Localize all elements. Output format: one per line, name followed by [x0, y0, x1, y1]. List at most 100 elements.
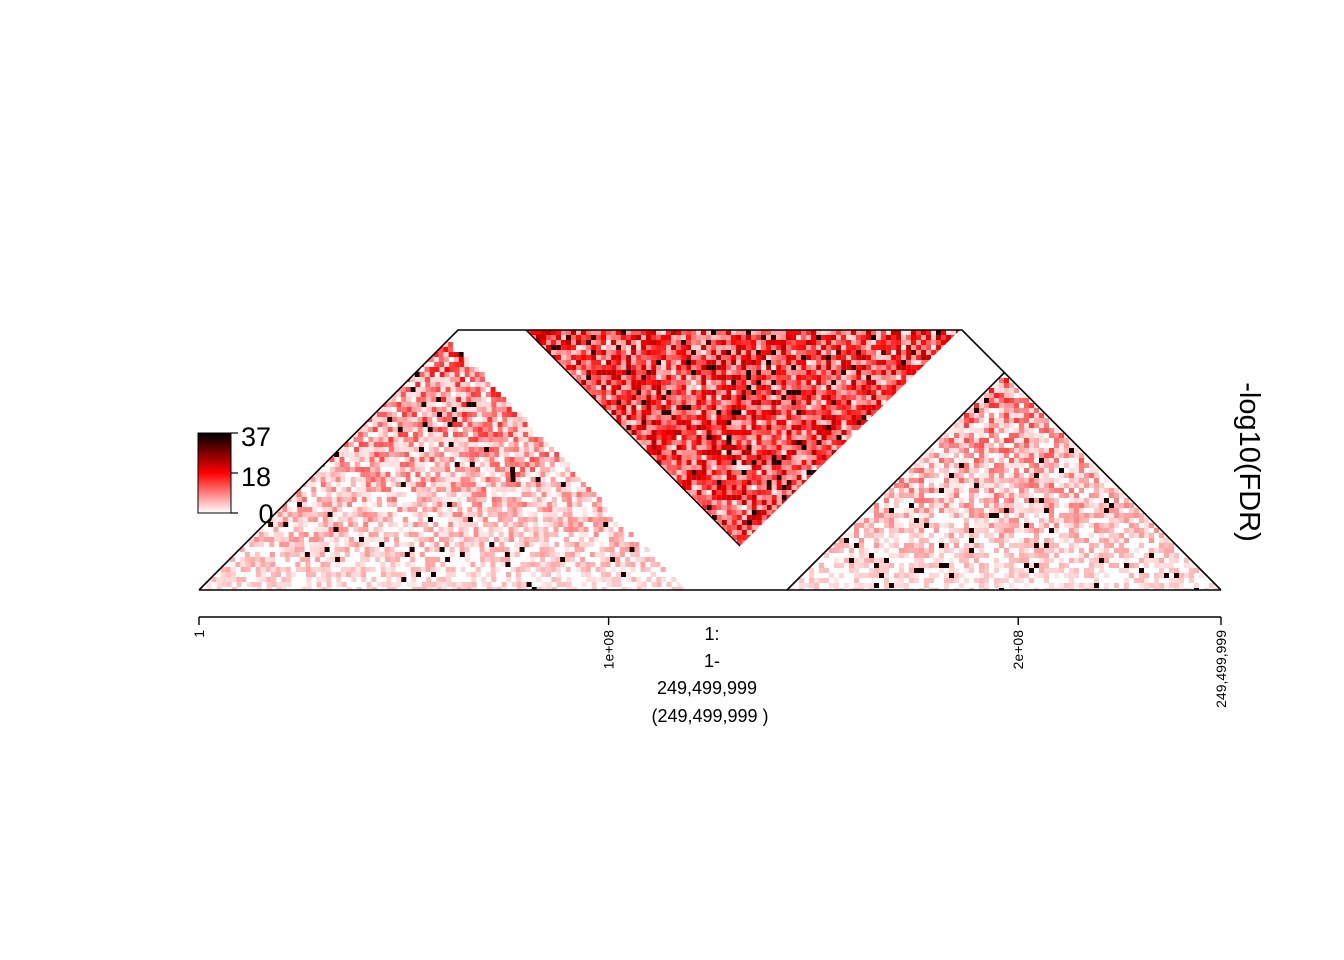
heatmap-cell: [419, 457, 425, 462]
heatmap-cell: [537, 502, 543, 507]
heatmap-cell: [944, 453, 949, 458]
heatmap-cell: [1104, 528, 1109, 533]
heatmap-cell: [1019, 503, 1024, 508]
heatmap-cell: [582, 512, 588, 517]
heatmap-cell: [906, 370, 912, 375]
heatmap-cell: [484, 552, 490, 557]
heatmap-cell: [761, 355, 767, 360]
heatmap-cell: [359, 447, 364, 452]
heatmap-cell: [1059, 558, 1064, 563]
heatmap-cell: [771, 390, 777, 395]
heatmap-cell: [444, 367, 450, 372]
heatmap-cell: [455, 377, 460, 382]
heatmap-cell: [1024, 413, 1029, 418]
heatmap-cell: [616, 577, 622, 582]
heatmap-cell: [426, 577, 432, 582]
heatmap-cell: [375, 557, 381, 562]
heatmap-cell: [964, 423, 969, 428]
heatmap-cell: [894, 518, 899, 523]
heatmap-cell: [1109, 513, 1114, 518]
heatmap-cell: [786, 385, 792, 390]
heatmap-cell: [431, 397, 437, 402]
heatmap-cell: [430, 387, 436, 392]
heatmap-cell: [901, 375, 907, 380]
heatmap-cell: [334, 542, 340, 547]
heatmap-cell: [731, 360, 737, 365]
heatmap-cell: [869, 508, 874, 513]
heatmap-cell: [284, 552, 290, 557]
heatmap-cell: [534, 462, 540, 467]
heatmap-cell: [497, 427, 503, 432]
heatmap-cell: [1024, 458, 1029, 463]
heatmap-cell: [1169, 548, 1174, 553]
heatmap-cell: [711, 345, 717, 350]
heatmap-cell: [701, 375, 707, 380]
heatmap-cell: [374, 457, 380, 462]
heatmap-cell: [716, 395, 722, 400]
heatmap-cell: [363, 432, 369, 437]
heatmap-cell: [357, 512, 363, 517]
heatmap-cell: [514, 462, 520, 467]
heatmap-cell: [431, 497, 437, 502]
heatmap-cell: [388, 437, 394, 442]
heatmap-cell: [696, 410, 702, 415]
heatmap-cell: [836, 385, 842, 390]
heatmap-cell: [415, 392, 421, 397]
heatmap-cell: [999, 393, 1004, 398]
heatmap-cell: [944, 448, 949, 453]
heatmap-cell: [518, 432, 524, 437]
heatmap-cell: [606, 390, 612, 395]
heatmap-cell: [1049, 498, 1054, 503]
heatmap-cell: [1109, 543, 1114, 548]
heatmap-cell: [611, 395, 617, 400]
heatmap-cell: [741, 460, 747, 465]
heatmap-cell: [711, 460, 717, 465]
heatmap-cell: [325, 567, 331, 572]
heatmap-cell: [896, 345, 902, 350]
heatmap-cell: [939, 553, 944, 558]
heatmap-cell: [368, 532, 374, 537]
heatmap-cell: [621, 385, 627, 390]
heatmap-cell: [711, 480, 717, 485]
heatmap-cell: [756, 380, 762, 385]
heatmap-cell: [606, 577, 612, 582]
heatmap-cell: [799, 583, 804, 588]
heatmap-cell: [841, 440, 847, 445]
heatmap-cell: [1159, 533, 1164, 538]
heatmap-cell: [776, 450, 782, 455]
heatmap-cell: [696, 330, 701, 335]
heatmap-cell: [1069, 528, 1074, 533]
heatmap-cell: [1099, 533, 1104, 538]
heatmap-cell: [1039, 433, 1044, 438]
heatmap-cell: [746, 345, 752, 350]
heatmap-cell: [884, 558, 889, 563]
heatmap-cell: [446, 497, 452, 502]
heatmap-cell: [505, 562, 511, 567]
heatmap-cell: [389, 452, 395, 457]
heatmap-cell: [414, 457, 420, 462]
heatmap-cell: [786, 390, 792, 395]
heatmap-cell: [601, 350, 607, 355]
heatmap-cell: [896, 360, 902, 365]
heatmap-cell: [581, 350, 587, 355]
heatmap-cell: [914, 518, 919, 523]
heatmap-cell: [984, 473, 989, 478]
heatmap-cell: [1044, 478, 1049, 483]
heatmap-cell: [1009, 423, 1014, 428]
heatmap-cell: [916, 360, 922, 365]
heatmap-cell: [974, 543, 979, 548]
heatmap-cell: [736, 390, 742, 395]
heatmap-cell: [1094, 503, 1099, 508]
heatmap-cell: [904, 553, 909, 558]
heatmap-cell: [390, 477, 396, 482]
heatmap-cell: [412, 417, 418, 422]
heatmap-cell: [1064, 458, 1069, 463]
heatmap-cell: [821, 410, 827, 415]
heatmap-cell: [1014, 433, 1019, 438]
heatmap-cell: [626, 587, 632, 590]
heatmap-cell: [631, 430, 637, 435]
heatmap-cell: [959, 503, 964, 508]
heatmap-cell: [701, 440, 707, 445]
heatmap-cell: [591, 340, 596, 345]
heatmap-cell: [371, 577, 377, 582]
